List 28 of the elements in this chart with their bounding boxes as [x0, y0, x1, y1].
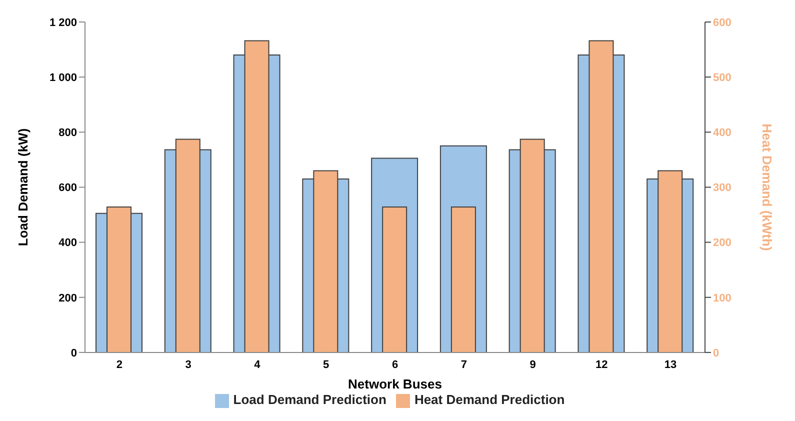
x-tick-label: 7 — [460, 359, 467, 372]
x-tick-label: 5 — [323, 359, 330, 372]
x-tick-label: 2 — [116, 359, 123, 372]
y2-tick-label: 100 — [713, 292, 732, 304]
y2-tick-label: 400 — [713, 127, 732, 140]
y-tick-label: 600 — [58, 182, 77, 194]
y2-tick-label: 600 — [713, 16, 732, 29]
y2-tick-label: 200 — [713, 237, 732, 250]
y2-tick-label: 500 — [713, 72, 732, 84]
x-tick-label: 4 — [254, 359, 262, 372]
legend-label: Load Demand Prediction — [233, 392, 386, 408]
y-tick-label: 1 200 — [49, 16, 77, 29]
y2-tick-label: 300 — [713, 182, 732, 194]
y-tick-label: 200 — [58, 292, 77, 304]
y2-tick-label: 0 — [713, 347, 720, 360]
x-tick-label: 6 — [392, 359, 398, 372]
y-tick-label: 1 000 — [49, 72, 77, 84]
x-tick-label: 9 — [530, 359, 536, 372]
x-tick-label: 13 — [664, 359, 677, 372]
x-tick-label: 12 — [596, 359, 608, 372]
y-axis-title: Load Demand (kW) — [16, 128, 31, 246]
x-axis-title: Network Buses — [348, 376, 442, 392]
x-tick-label: 3 — [185, 359, 192, 372]
y-tick-label: 0 — [70, 347, 77, 360]
y2-axis-title: Heat Demand (kWth) — [759, 124, 774, 251]
y-tick-label: 400 — [58, 237, 77, 250]
legend-label: Heat Demand Prediction — [414, 392, 565, 408]
y-tick-label: 800 — [58, 127, 77, 140]
